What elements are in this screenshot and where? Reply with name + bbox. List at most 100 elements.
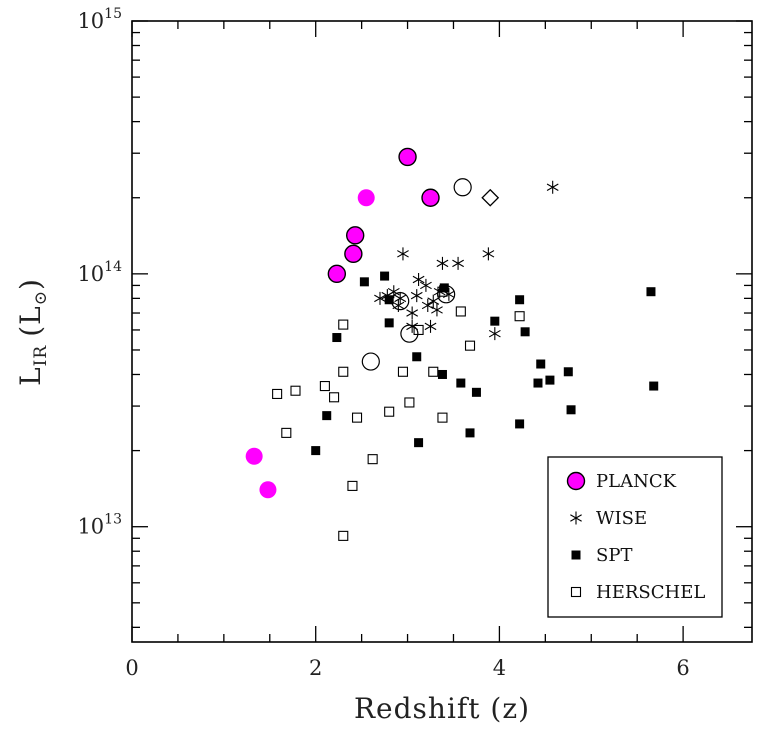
legend: PLANCK WISE SPT HERSCHEL	[547, 456, 723, 618]
herschel-point	[351, 412, 363, 423]
open-circle-point	[437, 285, 456, 304]
open-circle-point	[453, 178, 472, 197]
spt-point	[322, 411, 332, 421]
y-axis-title: LIR(L⊙)	[14, 278, 51, 386]
planck-point	[357, 189, 375, 207]
wise-point	[433, 285, 446, 299]
open-circle-point	[361, 352, 380, 371]
spt-point	[471, 387, 481, 397]
herschel-point	[428, 366, 439, 377]
spt-point	[384, 295, 394, 305]
spt-point	[646, 287, 656, 297]
legend-marker-planck	[566, 471, 586, 491]
herschel-point	[319, 380, 330, 392]
open-diamond-point	[481, 188, 500, 207]
wise-point	[442, 287, 455, 301]
spt-point	[566, 405, 576, 415]
herschel-point	[514, 311, 525, 322]
planck-point	[398, 147, 417, 167]
y-tick-label: 1014	[77, 259, 122, 286]
spt-point	[311, 446, 321, 456]
spt-point	[384, 318, 394, 328]
spt-point	[649, 381, 659, 391]
axis-ticks	[131, 20, 752, 642]
x-tick-label: 6	[676, 656, 689, 680]
wise-point	[374, 291, 386, 305]
herschel-point	[338, 366, 349, 377]
spt-point	[536, 359, 546, 369]
herschel-point	[290, 385, 301, 396]
planck-point	[421, 188, 440, 207]
wise-point	[394, 291, 407, 305]
wise-point	[427, 294, 440, 308]
planck-point	[346, 226, 365, 245]
spt-point	[515, 295, 525, 305]
spt-point	[412, 352, 422, 362]
data-points	[245, 147, 659, 541]
wise-point	[546, 180, 559, 194]
open-circle-point	[391, 292, 410, 311]
spt-point	[456, 378, 466, 388]
herschel-point	[413, 324, 424, 336]
planck-point	[245, 447, 263, 465]
x-axis-title: Redshift (z)	[354, 692, 530, 725]
planck-point	[344, 244, 363, 264]
legend-label-herschel: HERSCHEL	[596, 582, 705, 603]
wise-point	[420, 278, 432, 292]
wise-point	[431, 303, 443, 317]
spt-point	[437, 369, 447, 379]
herschel-point	[329, 392, 340, 403]
planck-point	[259, 481, 277, 499]
y-tick-label: 1013	[77, 512, 122, 539]
herschel-point	[437, 412, 448, 423]
x-tick-label: 4	[493, 656, 506, 680]
spt-point	[520, 327, 530, 337]
planck-point	[327, 264, 347, 284]
x-tick-label: 0	[125, 656, 138, 680]
y-tick-labels: 1013 1014 1015	[77, 6, 122, 539]
herschel-point	[281, 427, 292, 438]
wise-point	[412, 272, 425, 286]
x-tick-labels: 0 2 4 6	[125, 656, 689, 680]
x-tick-label: 2	[309, 656, 322, 680]
herschel-point	[464, 340, 476, 351]
spt-point	[380, 271, 390, 281]
spt-point	[332, 333, 342, 343]
legend-label-wise: WISE	[596, 508, 647, 529]
spt-point	[490, 316, 500, 326]
wise-point	[424, 319, 437, 333]
wise-point	[488, 327, 501, 341]
wise-point	[406, 319, 419, 333]
wise-point	[410, 289, 423, 303]
legend-marker-herschel	[570, 586, 582, 598]
wise-point	[421, 298, 434, 312]
herschel-point	[367, 454, 378, 465]
herschel-point	[455, 306, 466, 317]
spt-point	[533, 378, 543, 388]
legend-marker-spt	[571, 550, 581, 560]
herschel-point	[347, 480, 358, 491]
spt-point	[465, 428, 475, 438]
spt-point	[414, 438, 424, 448]
herschel-point	[404, 397, 415, 408]
wise-point	[436, 256, 449, 270]
herschel-point	[338, 530, 349, 541]
herschel-point	[397, 366, 409, 377]
herschel-point	[338, 319, 349, 330]
spt-point	[515, 419, 525, 429]
spt-point	[439, 283, 449, 293]
wise-point	[406, 306, 419, 320]
open-circle-point	[400, 324, 419, 343]
plot-frame	[131, 20, 753, 643]
herschel-point	[272, 388, 283, 400]
spt-point	[563, 367, 573, 377]
wise-point	[397, 247, 409, 261]
legend-marker-wise	[570, 511, 582, 525]
spt-point	[545, 375, 555, 385]
wise-point	[482, 247, 495, 261]
herschel-point	[384, 406, 395, 417]
legend-label-planck: PLANCK	[596, 471, 677, 492]
legend-entries: PLANCK WISE SPT HERSCHEL	[566, 471, 705, 603]
wise-point	[452, 256, 464, 270]
